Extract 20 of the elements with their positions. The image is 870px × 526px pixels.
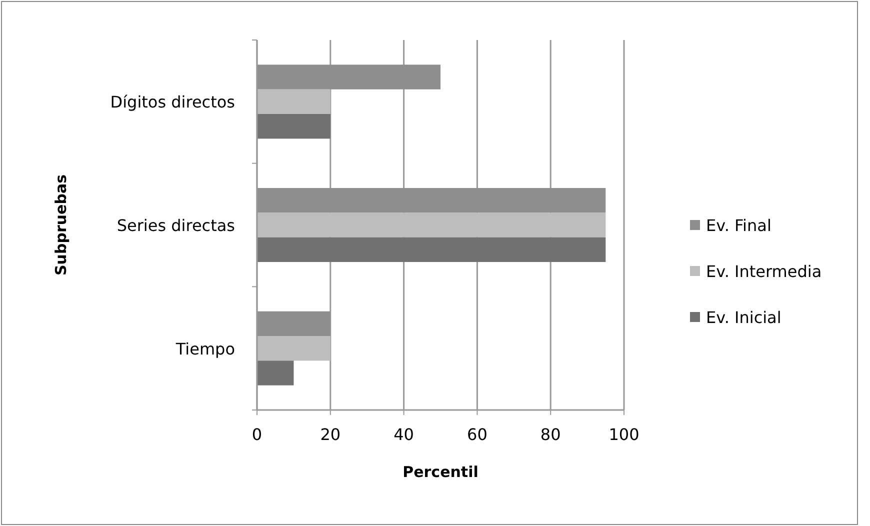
y-tick-label: Tiempo — [174, 339, 235, 358]
bar — [257, 336, 330, 361]
bar — [257, 360, 294, 386]
x-axis-title: Percentil — [402, 463, 478, 481]
bar — [257, 212, 606, 238]
x-tick-label: 60 — [467, 425, 488, 444]
y-tick-label: Dígitos directos — [110, 92, 235, 112]
bar — [257, 237, 606, 262]
legend-label: Ev. Final — [706, 216, 772, 235]
legend-label: Ev. Inicial — [706, 308, 782, 327]
bar — [257, 114, 330, 139]
y-tick-label: Series directas — [116, 216, 235, 235]
x-tick-label: 80 — [540, 425, 561, 444]
x-tick-label: 100 — [608, 425, 640, 444]
x-tick-label: 40 — [394, 425, 414, 444]
y-axis-title: Subpruebas — [52, 174, 70, 276]
x-tick-label: 0 — [252, 425, 262, 444]
bar — [257, 89, 330, 114]
x-tick-label: 20 — [320, 425, 341, 444]
legend-label: Ev. Intermedia — [706, 262, 822, 281]
